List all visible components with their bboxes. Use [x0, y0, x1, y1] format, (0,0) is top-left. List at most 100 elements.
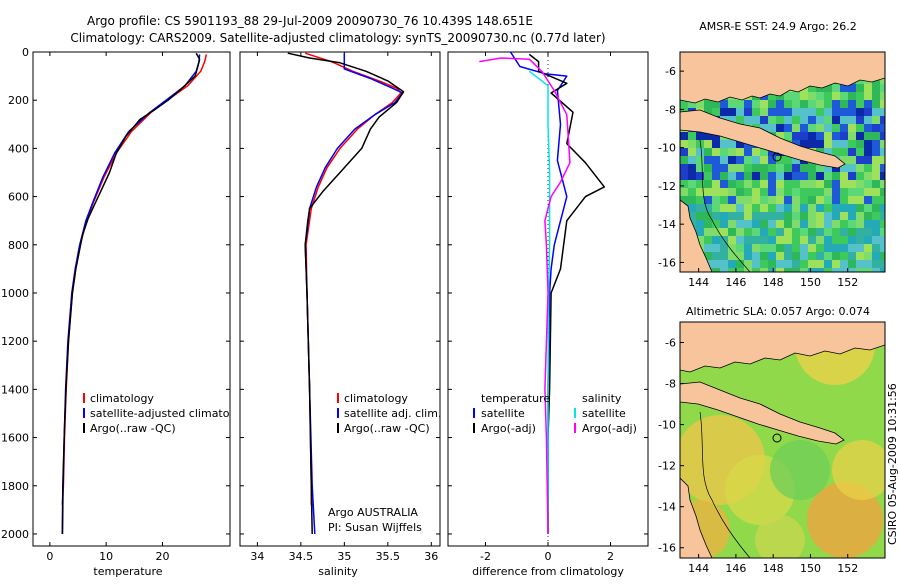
sst-pixel [840, 92, 848, 100]
sst-pixel [840, 212, 848, 220]
temperature-series-satellite [61, 54, 201, 535]
sst-pixel [696, 236, 704, 244]
footer-credit: CSIRO 05-Aug-2009 10:31:56 [886, 383, 899, 545]
sst-pixel [752, 204, 760, 212]
sst-pixel [752, 148, 760, 156]
sla-lat-label: -12 [658, 460, 676, 473]
temperature-legend-climatology: climatology [90, 392, 154, 405]
sst-pixel [808, 124, 816, 132]
sst-pixel [760, 124, 768, 132]
sst-pixel [744, 180, 752, 188]
sst-pixel [864, 188, 872, 196]
sst-pixel [864, 244, 872, 252]
sst-pixel [712, 172, 720, 180]
sst-pixel [872, 84, 880, 92]
sst-pixel [768, 244, 776, 252]
sst-pixel [832, 252, 840, 260]
sst-pixel [696, 204, 704, 212]
sla-anomaly-blob [832, 440, 885, 500]
sst-pixel [848, 260, 856, 268]
sst-pixel [752, 180, 760, 188]
sst-pixel [760, 172, 768, 180]
sst-pixel [808, 268, 816, 272]
sst-pixel [864, 156, 872, 164]
sst-pixel [776, 212, 784, 220]
sst-pixel [880, 252, 885, 260]
sst-pixel [720, 220, 728, 228]
sst-pixel [864, 92, 872, 100]
sst-pixel [880, 188, 885, 196]
sst-pixel [744, 204, 752, 212]
sst-pixel [880, 228, 885, 236]
sst-pixel [824, 260, 832, 268]
sst-pixel [712, 252, 720, 260]
sst-pixel [704, 100, 712, 108]
sst-pixel [856, 244, 864, 252]
sst-pixel [864, 236, 872, 244]
sla-lat-label: -6 [665, 337, 676, 350]
difference-legend-temp-satellite: satellite [481, 407, 525, 420]
sst-argo-marker [772, 152, 782, 162]
sst-pixel [880, 212, 885, 220]
sst-pixel [872, 228, 880, 236]
sst-pixel [848, 244, 856, 252]
sst-pixel [864, 180, 872, 188]
sst-pixel [752, 244, 760, 252]
sst-pixel [840, 132, 848, 140]
sst-pixel [776, 268, 784, 272]
sst-pixel [784, 116, 792, 124]
sst-pixel [856, 164, 864, 172]
sst-pixel [864, 116, 872, 124]
sst-pixel [792, 156, 800, 164]
temperature-panel: 0 10 2002004006008001000120014001600180020… [1, 46, 231, 578]
sla-land-peninsula [680, 381, 845, 445]
sla-anomaly-blob [807, 482, 883, 558]
depth-tick-label: 1000 [1, 287, 29, 300]
sst-pixel [792, 132, 800, 140]
sst-pixel [840, 228, 848, 236]
sst-pixel [768, 196, 776, 204]
sst-pixel [872, 220, 880, 228]
sst-pixel [688, 180, 696, 188]
sst-pixel [792, 172, 800, 180]
salinity-xtick-label: 35 [337, 550, 351, 563]
sst-pixel [816, 100, 824, 108]
sst-pixel [880, 164, 885, 172]
sst-pixel [856, 156, 864, 164]
salinity-xtick-label: 34.5 [289, 550, 314, 563]
sla-land-north [680, 322, 885, 373]
sst-pixel [704, 252, 712, 260]
depth-tick-label: 1800 [1, 480, 29, 493]
sst-pixel [848, 268, 856, 272]
sst-pixel [680, 140, 688, 148]
sst-pixel [704, 196, 712, 204]
sst-pixel [816, 212, 824, 220]
sst-pixel [880, 76, 885, 84]
sst-lat-label: -8 [665, 103, 676, 116]
sst-pixel [848, 108, 856, 116]
sst-pixel [744, 260, 752, 268]
sst-pixel [792, 196, 800, 204]
sst-pixel [688, 156, 696, 164]
sst-pixel [704, 108, 712, 116]
sst-pixel [784, 100, 792, 108]
sst-pixel [776, 244, 784, 252]
sst-pixel [784, 220, 792, 228]
sst-pixel [824, 108, 832, 116]
sst-pixel [848, 148, 856, 156]
sst-pixel [792, 164, 800, 172]
sst-pixel [848, 156, 856, 164]
sst-lat-label: -12 [658, 180, 676, 193]
sst-pixel [760, 212, 768, 220]
sst-pixel [712, 244, 720, 252]
sst-pixel [824, 100, 832, 108]
sst-pixel [816, 108, 824, 116]
sst-pixel [856, 92, 864, 100]
sst-reef-contour [699, 139, 751, 272]
sst-pixel [752, 196, 760, 204]
sst-pixel [720, 188, 728, 196]
sst-pixel [744, 108, 752, 116]
sst-pixel [864, 212, 872, 220]
salinity-axes-frame [239, 51, 441, 547]
sst-pixel [872, 204, 880, 212]
